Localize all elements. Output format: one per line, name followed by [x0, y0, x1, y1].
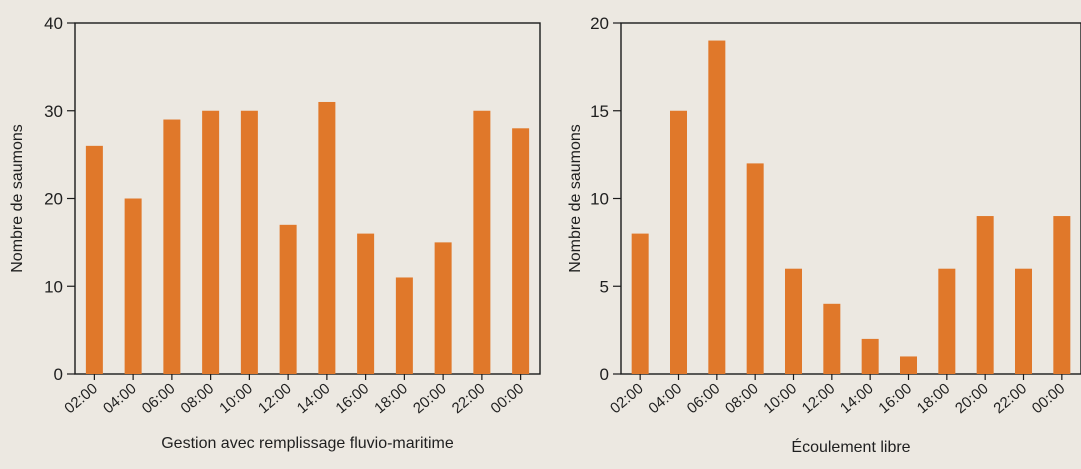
y-tick-label: 0: [54, 365, 63, 384]
bar: [785, 268, 802, 374]
x-tick-label: 04:00: [100, 380, 140, 417]
x-axis-title: Gestion avec remplissage fluvio-maritime: [161, 435, 454, 452]
y-tick-label: 20: [44, 190, 63, 209]
y-tick-label: 15: [590, 102, 609, 121]
bar: [938, 268, 956, 374]
x-tick-label: 02:00: [607, 380, 647, 417]
bar: [746, 163, 764, 374]
plot-frame: [620, 22, 1081, 375]
x-tick-label: 00:00: [488, 380, 528, 417]
bar: [357, 233, 375, 374]
y-axis-title: Nombre de saumons: [567, 124, 584, 273]
x-tick-label: 22:00: [990, 380, 1030, 417]
bar: [861, 338, 879, 374]
y-tick-label: 5: [600, 277, 609, 296]
x-tick-label: 16:00: [875, 380, 915, 417]
bar: [85, 145, 103, 374]
bar: [124, 198, 142, 374]
bar: [318, 101, 336, 374]
x-tick-label: 12:00: [255, 380, 295, 417]
bar: [434, 242, 452, 374]
bar: [631, 233, 649, 374]
bar: [708, 40, 726, 375]
bar: [823, 303, 841, 374]
y-tick-label: 10: [590, 190, 609, 209]
bar: [240, 110, 258, 374]
bar: [512, 128, 530, 374]
x-tick-label: 10:00: [760, 380, 800, 417]
x-tick-label: 08:00: [722, 380, 762, 417]
x-tick-label: 02:00: [61, 380, 101, 417]
x-tick-label: 14:00: [294, 380, 334, 417]
bar: [279, 224, 297, 374]
y-tick-label: 30: [44, 102, 63, 121]
y-tick-label: 20: [590, 14, 609, 33]
chart-right: 0 5 10 15 20 02:0004:0006:0008:0010:0012:0014…: [567, 14, 1081, 456]
plot-frame: [74, 22, 541, 375]
x-tick-label: 04:00: [645, 380, 685, 417]
bar: [1053, 216, 1071, 374]
x-tick-label: 20:00: [952, 380, 992, 417]
bar: [670, 110, 687, 374]
x-tick-label: 10:00: [216, 380, 256, 417]
y-tick-label: 0: [600, 365, 609, 384]
x-axis-title: Écoulement libre: [791, 437, 910, 456]
x-tick-label: 06:00: [684, 380, 724, 417]
x-tick-label: 18:00: [371, 380, 411, 417]
bar: [900, 356, 917, 374]
x-tick-label: 22:00: [449, 380, 489, 417]
bar: [1015, 268, 1032, 374]
bar: [473, 110, 491, 374]
x-tick-label: 18:00: [914, 380, 954, 417]
x-tick-label: 00:00: [1029, 380, 1069, 417]
bar: [163, 119, 181, 375]
y-tick-label: 40: [44, 14, 63, 33]
x-tick-label: 20:00: [410, 380, 450, 417]
y-tick-label: 10: [44, 277, 63, 296]
x-tick-label: 14:00: [837, 380, 877, 417]
y-axis-title: Nombre de saumons: [9, 124, 26, 273]
bar: [202, 110, 220, 374]
x-tick-label: 06:00: [139, 380, 179, 417]
x-tick-label: 16:00: [333, 380, 373, 417]
bar: [395, 277, 413, 374]
x-tick-label: 12:00: [799, 380, 839, 417]
bar: [976, 216, 994, 374]
x-tick-label: 08:00: [178, 380, 218, 417]
